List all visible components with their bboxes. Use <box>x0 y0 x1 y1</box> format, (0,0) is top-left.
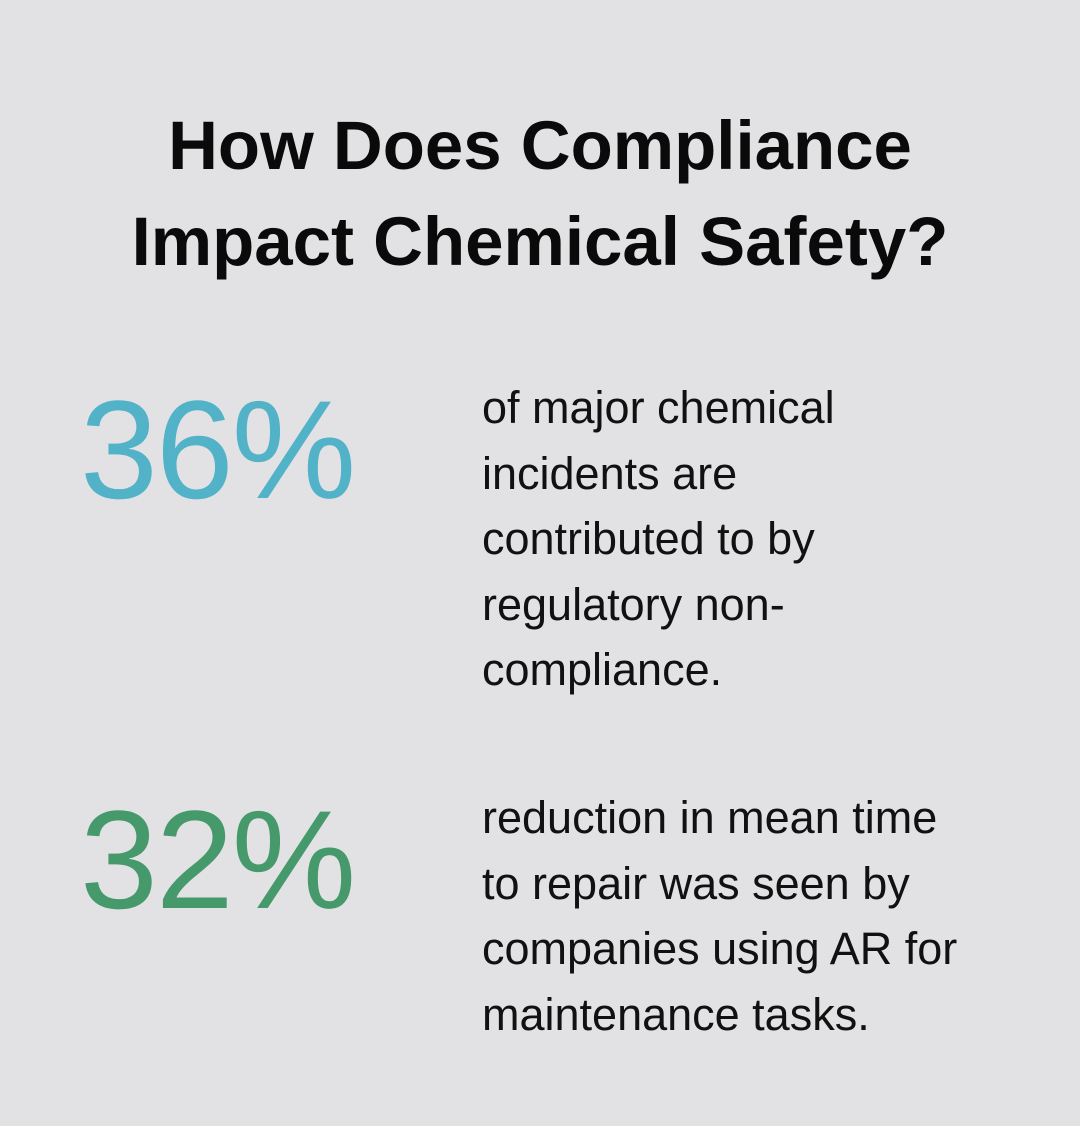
stat-description-line: companies using AR for <box>482 923 958 974</box>
stat-description-line: regulatory non- <box>482 578 785 630</box>
title-line-1: How Does Compliance <box>168 107 912 184</box>
stat-description-line: compliance. <box>482 644 723 695</box>
title-line-2: Impact Chemical Safety? <box>131 203 949 280</box>
stat-description-line: to repair was seen by <box>482 857 910 909</box>
stat-description: reduction in mean time to repair was see… <box>482 785 1022 1047</box>
stat-description: of major chemical incidents are contribu… <box>482 375 1022 703</box>
stat-description-line: contributed to by <box>482 513 815 564</box>
stat-description-line: incidents are <box>482 447 738 499</box>
stat-description-line: maintenance tasks. <box>482 988 870 1040</box>
stat-description-line: reduction in mean time <box>482 792 938 843</box>
stat-description-line: of major chemical <box>482 382 835 433</box>
page-title: How Does Compliance Impact Chemical Safe… <box>0 98 1080 290</box>
stat-value: 36% <box>80 371 356 528</box>
stat-value: 32% <box>80 781 356 938</box>
